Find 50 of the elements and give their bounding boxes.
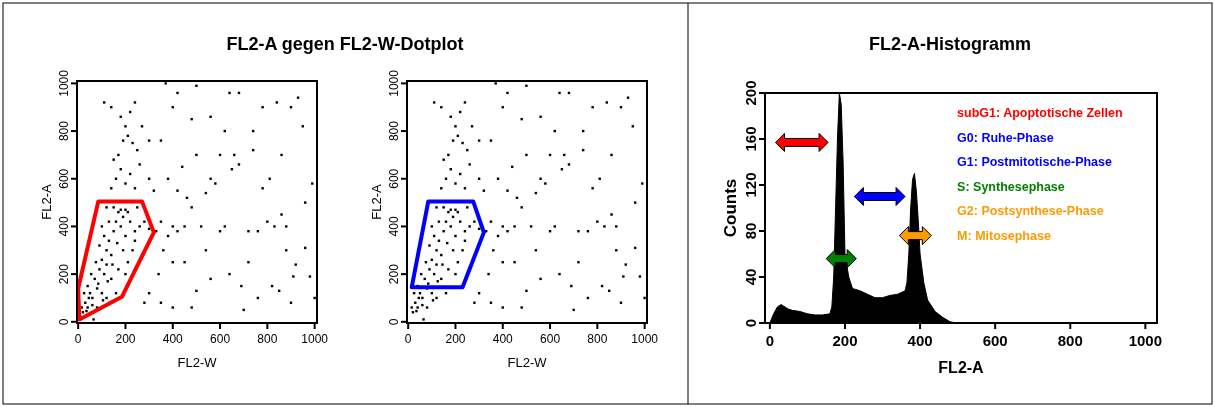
x-tick-label: 0 bbox=[765, 332, 775, 349]
x-axis-title: FL2-W bbox=[177, 355, 218, 370]
annotation: G2: Postsynthese-Phase bbox=[957, 204, 1104, 218]
x-tick-label: 800 bbox=[257, 332, 278, 346]
y-tick-label: 400 bbox=[387, 216, 401, 237]
x-tick-label: 600 bbox=[210, 332, 231, 346]
y-tick-label: 200 bbox=[387, 263, 401, 285]
annotation: subG1: Apoptotische Zellen bbox=[957, 106, 1123, 120]
x-tick-label: 400 bbox=[492, 332, 514, 346]
y-tick-label: 800 bbox=[57, 120, 71, 142]
y-tick-label: 160 bbox=[742, 126, 759, 152]
y-tick-label: 0 bbox=[387, 318, 401, 326]
y-tick-label: 0 bbox=[742, 318, 759, 328]
y-axis-title: FL2-A bbox=[39, 183, 54, 220]
annotation: M: Mitosephase bbox=[957, 228, 1051, 243]
y-axis-title: FL2-A bbox=[369, 183, 384, 220]
x-tick-label: 1000 bbox=[631, 332, 659, 346]
x-tick-label: 200 bbox=[832, 332, 858, 349]
x-tick-label: 1000 bbox=[301, 332, 329, 346]
y-tick-label: 600 bbox=[57, 168, 71, 189]
x-tick-label: 1000 bbox=[1128, 332, 1163, 349]
chart-title: FL2-A-Histogramm bbox=[868, 34, 1032, 54]
x-tick-label: 400 bbox=[907, 332, 933, 349]
y-tick-label: 800 bbox=[387, 120, 401, 142]
x-axis-title: FL2-W bbox=[507, 355, 548, 370]
x-tick-label: 800 bbox=[587, 332, 608, 346]
x-tick-label: 600 bbox=[540, 332, 561, 346]
y-tick-label: 40 bbox=[742, 268, 759, 286]
annotation: G0: Ruhe-Phase bbox=[957, 130, 1054, 145]
y-tick-label: 200 bbox=[742, 80, 759, 106]
x-tick-label: 800 bbox=[1057, 332, 1083, 349]
x-tick-label: 200 bbox=[115, 332, 136, 346]
y-tick-label: 600 bbox=[387, 168, 401, 189]
annotation: G1: Postmitotische-Phase bbox=[957, 155, 1113, 169]
y-tick-label: 1000 bbox=[387, 69, 401, 97]
x-tick-label: 0 bbox=[74, 332, 82, 346]
y-tick-label: 400 bbox=[57, 216, 71, 237]
y-tick-label: 80 bbox=[742, 222, 759, 240]
y-tick-label: 0 bbox=[57, 318, 71, 326]
annotation: S: Synthesephase bbox=[957, 179, 1065, 194]
x-tick-label: 0 bbox=[404, 332, 412, 346]
y-axis-title: Counts bbox=[721, 178, 740, 238]
y-tick-label: 200 bbox=[57, 263, 71, 285]
y-tick-label: 120 bbox=[742, 172, 759, 198]
x-tick-label: 600 bbox=[982, 332, 1008, 349]
x-tick-label: 400 bbox=[162, 332, 184, 346]
x-tick-label: 200 bbox=[445, 332, 466, 346]
y-tick-label: 1000 bbox=[57, 69, 71, 97]
x-axis-title: FL2-A bbox=[938, 359, 985, 376]
chart-title: FL2-A gegen FL2-W-Dotplot bbox=[226, 34, 464, 54]
